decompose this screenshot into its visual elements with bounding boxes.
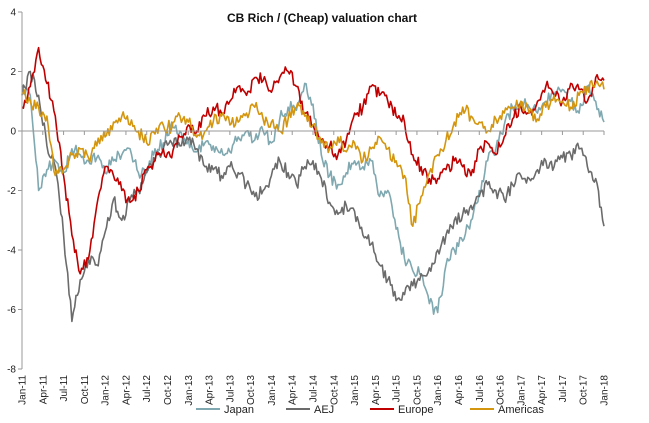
x-tick-label: Jul-12 <box>142 375 153 403</box>
x-tick-label: Apr-16 <box>454 375 465 405</box>
legend-label-aej: AEJ <box>314 404 334 416</box>
x-tick-label: Jul-15 <box>392 375 403 403</box>
x-tick-label: Apr-14 <box>288 375 299 405</box>
y-tick-label: -4 <box>7 246 16 257</box>
y-tick-label: -8 <box>7 365 16 376</box>
x-tick-label: Jan-16 <box>433 375 444 406</box>
chart-title: CB Rich / (Cheap) valuation chart <box>227 11 417 25</box>
x-tick-label: Jan-18 <box>600 375 611 406</box>
y-tick-label: -6 <box>7 305 16 316</box>
x-tick-label: Jan-17 <box>516 375 527 406</box>
y-tick-label: 0 <box>10 127 16 138</box>
y-tick-label: 2 <box>10 67 16 78</box>
x-tick-label: Oct-17 <box>579 375 590 405</box>
x-tick-label: Jan-12 <box>101 375 112 406</box>
x-tick-label: Apr-13 <box>205 375 216 405</box>
x-tick-label: Jan-14 <box>267 375 278 406</box>
series-line-aej <box>21 70 605 323</box>
x-tick-label: Oct-11 <box>80 375 91 405</box>
legend-label-americas: Americas <box>498 404 544 416</box>
x-tick-label: Jan-15 <box>350 375 361 406</box>
x-tick-label: Oct-12 <box>163 375 174 405</box>
y-tick-label: 4 <box>10 8 16 19</box>
x-tick-label: Apr-12 <box>121 375 132 405</box>
series-line-japan <box>21 82 605 315</box>
x-tick-label: Apr-17 <box>537 375 548 405</box>
legend: Japan AEJ Europe Americas <box>196 404 544 416</box>
x-tick-label: Jul-16 <box>475 375 486 403</box>
x-tick-label: Jul-13 <box>225 375 236 403</box>
x-tick-label: Jul-14 <box>309 375 320 403</box>
x-tick-label: Apr-11 <box>38 375 49 405</box>
x-tick-label: Jan-13 <box>184 375 195 406</box>
y-tick-label: -2 <box>7 186 16 197</box>
series-line-americas <box>21 79 605 227</box>
x-tick-label: Jan-11 <box>18 375 29 405</box>
x-tick-label: Oct-15 <box>412 375 423 405</box>
x-tick-label: Jul-17 <box>558 375 569 403</box>
legend-label-japan: Japan <box>224 404 254 416</box>
x-tick-label: Jul-11 <box>59 375 70 402</box>
x-tick-label: Apr-15 <box>371 375 382 405</box>
legend-label-europe: Europe <box>398 404 433 416</box>
x-tick-label: Oct-13 <box>246 375 257 405</box>
x-tick-label: Oct-14 <box>329 375 340 405</box>
series-layer <box>21 46 605 323</box>
x-tick-label: Oct-16 <box>496 375 507 405</box>
